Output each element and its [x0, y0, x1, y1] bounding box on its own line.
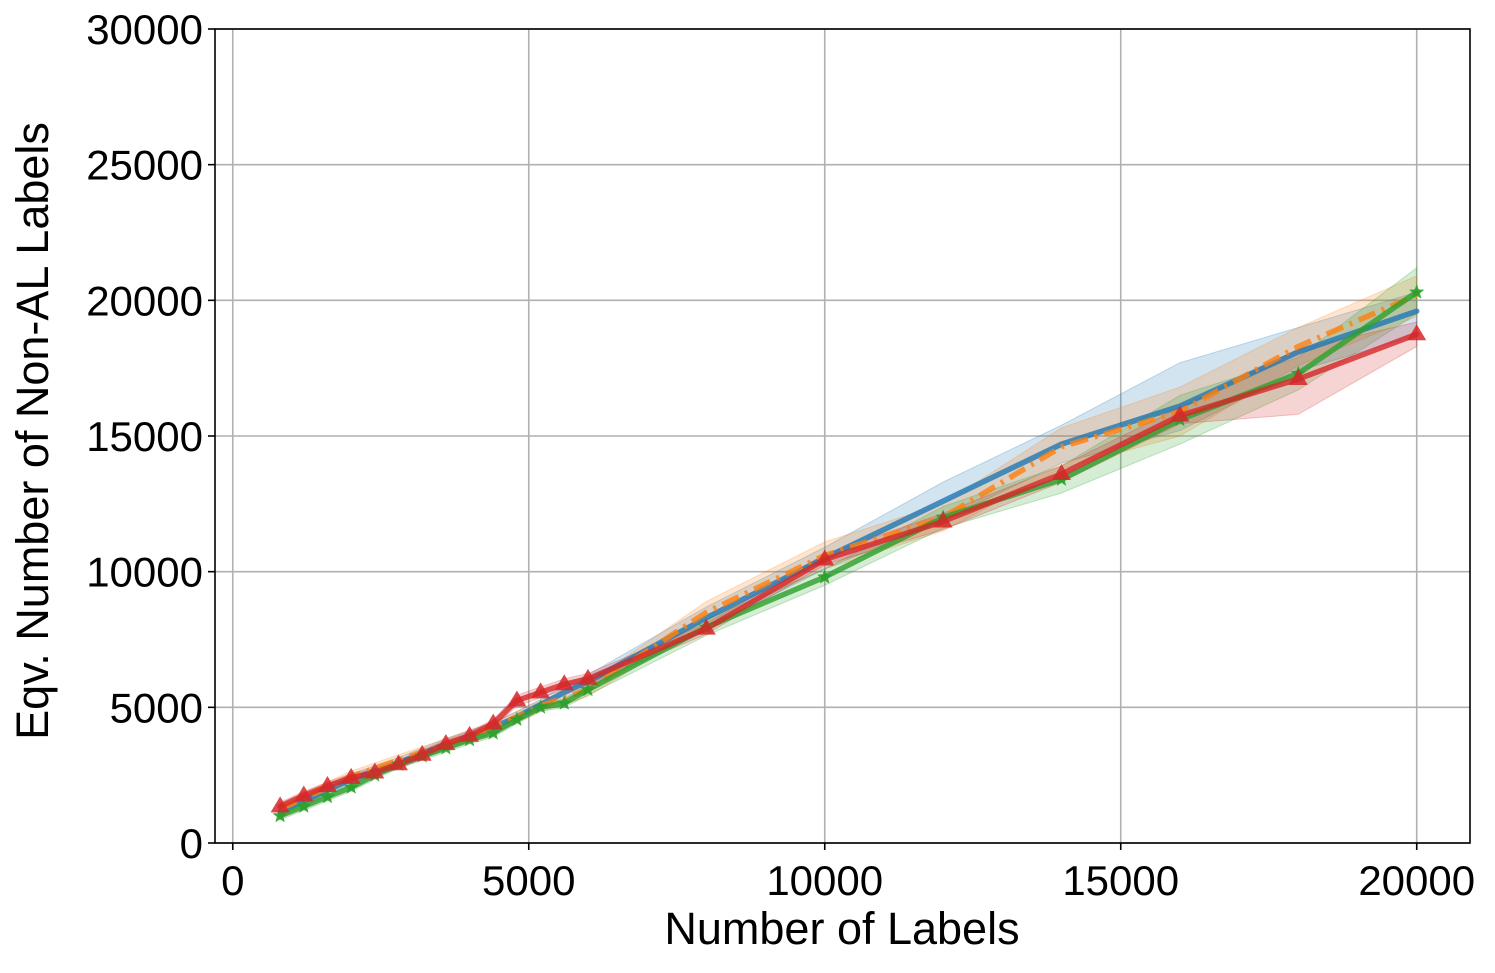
y-axis-label: Eqv. Number of Non-AL Labels	[7, 122, 58, 740]
series-4-triangle-marker	[365, 762, 385, 779]
series-4-triangle-marker	[436, 733, 456, 750]
y-tick-label: 0	[180, 820, 203, 867]
series-3-star-marker	[580, 681, 596, 697]
x-tick-label: 0	[221, 857, 244, 904]
series-3-star-marker	[533, 699, 549, 714]
x-axis-label: Number of Labels	[664, 903, 1019, 954]
series-4-triangle-marker	[318, 776, 337, 792]
series-4-triangle-marker	[578, 668, 598, 685]
y-tick-label: 20000	[86, 277, 203, 324]
series-4-triangle-marker	[412, 744, 432, 761]
axis-ticks: 0 5000 10000 15000 20000 0 5000 10000 15000 20000…	[86, 6, 1475, 904]
series-4-triangle-marker	[933, 511, 953, 528]
series-4-triangle-marker	[554, 674, 574, 691]
series-3-star-marker	[817, 569, 833, 584]
series-4-triangle-marker	[696, 618, 716, 635]
y-tick-label: 10000	[86, 549, 203, 596]
series-3-star-marker	[485, 725, 501, 740]
y-tick-label: 30000	[86, 6, 203, 53]
x-tick-label: 10000	[766, 857, 883, 904]
series-4-triangle-marker	[1407, 324, 1427, 341]
series-3-star-marker	[343, 779, 359, 794]
series-4-triangle-marker	[389, 754, 408, 771]
series-4-triangle-marker	[460, 725, 480, 742]
series-4-triangle-marker	[1052, 463, 1071, 480]
series-4-triangle-marker	[815, 549, 835, 566]
y-tick-label: 5000	[110, 684, 203, 731]
series-4-triangle-marker	[507, 690, 527, 707]
y-tick-label: 15000	[86, 413, 203, 460]
series-4-triangle-marker	[294, 785, 314, 802]
series-3-star-marker	[556, 695, 572, 710]
series-3-star-marker	[272, 807, 288, 823]
series-4-triangle-marker	[1288, 369, 1308, 385]
series-3-star-marker	[1409, 284, 1425, 299]
series-4-triangle-marker	[483, 713, 503, 730]
series-4-triangle-marker	[341, 767, 361, 784]
series-4-triangle-marker	[270, 796, 290, 813]
series-4-triangle-marker	[1170, 405, 1190, 422]
x-tick-label: 15000	[1062, 857, 1179, 904]
series-markers	[270, 284, 1427, 823]
series-3-star-marker	[509, 711, 525, 726]
series-3-star-marker	[296, 798, 312, 813]
x-tick-label: 5000	[482, 857, 575, 904]
y-tick-label: 25000	[86, 142, 203, 189]
x-tick-label: 20000	[1358, 857, 1475, 904]
series-4-triangle-marker	[531, 682, 551, 699]
series-3-star-marker	[319, 788, 336, 804]
